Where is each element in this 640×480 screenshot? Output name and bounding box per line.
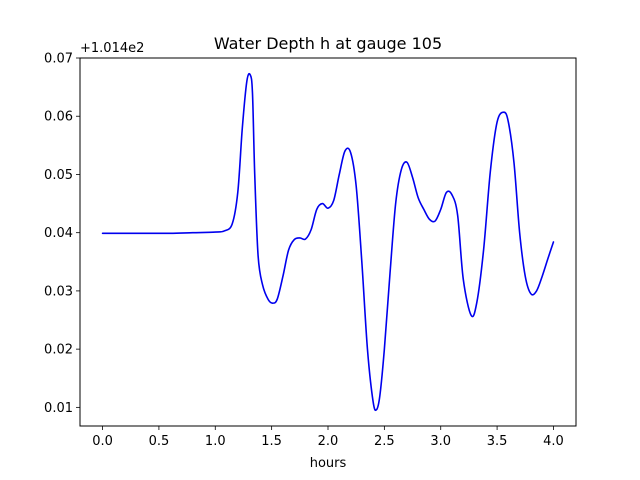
y-tick-label: 0.07 [44, 52, 73, 67]
x-tick-label: 0.0 [92, 434, 113, 449]
x-tick-label: 2.5 [374, 434, 395, 449]
y-tick-label: 0.06 [44, 110, 73, 125]
y-offset-label: +1.014e2 [80, 41, 144, 56]
x-axis-label: hours [310, 456, 347, 471]
x-tick-label: 4.0 [543, 434, 564, 449]
series-line [101, 72, 555, 412]
x-tick-label: 3.5 [487, 434, 508, 449]
ticks-layer: 0.0 0.5 1.0 1.5 2.0 2.5 3.0 3.5 4.0 0.01 0.02 0.03 0… [44, 52, 564, 450]
y-tick-label: 0.04 [44, 226, 73, 241]
x-tick-label: 0.5 [149, 434, 170, 449]
x-tick-label: 1.5 [261, 434, 282, 449]
plot-frame [79, 57, 577, 427]
x-tick-label: 3.0 [430, 434, 451, 449]
y-tick-label: 0.01 [44, 401, 73, 416]
chart-title: Water Depth h at gauge 105 [214, 34, 442, 53]
y-tick-label: 0.03 [44, 284, 73, 299]
x-tick-label: 1.0 [205, 434, 226, 449]
y-tick-label: 0.05 [44, 168, 73, 183]
x-tick-label: 2.0 [318, 434, 339, 449]
y-tick-label: 0.02 [44, 343, 73, 358]
